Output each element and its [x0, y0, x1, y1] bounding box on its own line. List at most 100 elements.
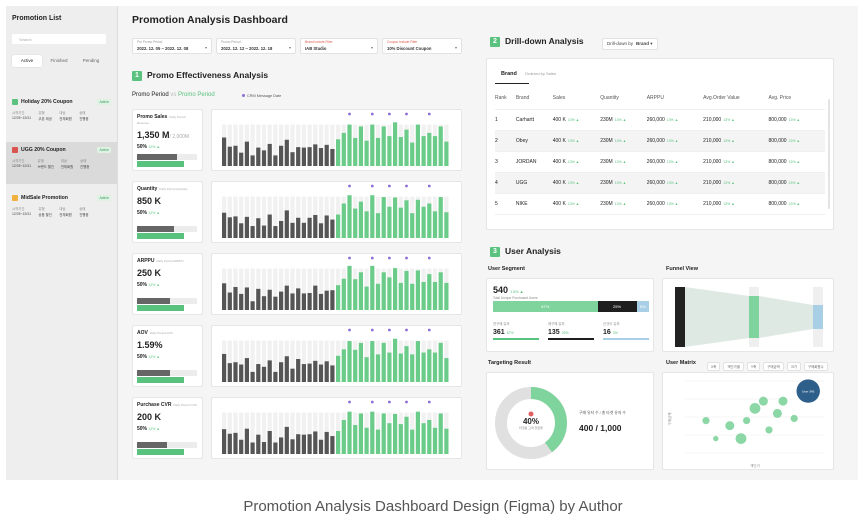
bar-bg [273, 124, 278, 166]
table-row[interactable]: 4 UGG 400 K 13% ▲ 230M 13% ▲ 260,000 13% ▲ 210,0… [495, 172, 825, 194]
matrix-bubble[interactable] [790, 414, 798, 423]
bar-bg [273, 196, 278, 238]
bar-bg [279, 196, 284, 238]
matrix-x-label: 객단가 [750, 463, 760, 468]
bar-chart-svg [222, 328, 449, 382]
bar-mark [341, 132, 346, 166]
table-cell: 800,000 13% ▲ [768, 109, 825, 131]
matrix-filter[interactable]: 객단가별 [723, 362, 744, 371]
bar-mark [341, 203, 346, 238]
matrix-bubble[interactable] [778, 396, 788, 406]
matrix-filter[interactable]: 구매회원수 [804, 362, 828, 371]
bar-mark [267, 431, 272, 454]
matrix-bubble[interactable] [765, 426, 773, 434]
bar-bg [279, 268, 284, 310]
table-scrollbar[interactable] [828, 99, 830, 209]
period-toggle[interactable]: Promo Period vs Promo Period [132, 92, 215, 98]
bar-mark [284, 210, 289, 238]
bar-mark [244, 358, 249, 382]
bar-bg [227, 124, 232, 166]
bar-mark [415, 411, 420, 454]
matrix-bubble[interactable] [735, 433, 747, 444]
crm-marker [370, 184, 374, 188]
metric-bar-chart [211, 253, 462, 315]
metric-cur-bar [137, 377, 184, 383]
table-order-note: Ordered by Sales [524, 71, 557, 76]
matrix-filter[interactable]: Y축 [746, 362, 761, 371]
bar-bg [290, 124, 295, 166]
bar-bg [261, 196, 267, 238]
promotion-item[interactable]: UGG 20% Coupon Active 시작기간 유형 대상 상태 12/25~12/3… [6, 142, 117, 184]
crm-marker [427, 400, 431, 404]
promotion-item[interactable]: MidSale Promotion Active 시작기간 유형 대상 상태 12/25~1… [6, 190, 117, 232]
bar-bg [307, 340, 312, 382]
cell-delta: 13% ▲ [614, 160, 627, 164]
table-row[interactable]: 5 NIKE 400 K 13% ▲ 230M 13% ▲ 260,000 13% ▲ 210,… [495, 193, 825, 215]
segment-stat-line [603, 338, 649, 340]
drilldown-select[interactable]: Drill-down by Brand ▾ [602, 38, 658, 50]
cell-value: 260,000 [646, 201, 665, 207]
filter-promo-period[interactable]: Promo Period 2022. 12. 12 ~ 2022. 12. 18… [216, 38, 296, 54]
table-row[interactable]: 3 JORDAN 400 K 13% ▲ 230M 13% ▲ 260,000 13% ▲ 21… [495, 151, 825, 173]
crm-marker [370, 400, 374, 404]
matrix-filter[interactable]: 구매금액 [763, 362, 784, 371]
cell-value: 230M [600, 159, 613, 165]
promotion-meta-cell: 시작기간 [12, 207, 25, 211]
bar-mark [427, 203, 432, 238]
bar-bg [250, 124, 255, 166]
status-badge: Active [97, 195, 111, 201]
promotion-meta-cell: 브랜드 할인 [37, 165, 55, 169]
matrix-bubble[interactable] [725, 421, 735, 431]
filter-brand-include[interactable]: Brand Include Filter IAB Studio ▾ [300, 38, 378, 54]
bar-bg [239, 412, 244, 454]
matrix-filter[interactable]: 크기 [786, 362, 801, 371]
matrix-bubble[interactable] [702, 417, 710, 425]
cell-value: 400 K [552, 138, 566, 144]
search-input[interactable]: Search [12, 34, 106, 44]
matrix-bubble[interactable] [713, 435, 719, 442]
matrix-bubble[interactable] [796, 379, 820, 403]
bar-mark [324, 431, 329, 454]
bar-bg [279, 412, 284, 454]
filter-coupon-include[interactable]: Coupon Include Filter 10% Discount Coupo… [382, 38, 462, 54]
bar-mark [290, 152, 295, 166]
segment-stat: 신규이 유저 16 3% [603, 321, 649, 340]
bar-mark [261, 366, 267, 382]
bar-bg [239, 268, 244, 310]
matrix-bubble[interactable] [743, 417, 751, 425]
table-cell: 230M 13% ▲ [600, 193, 647, 215]
bar-mark [415, 124, 420, 166]
bar-mark [375, 213, 381, 238]
bar-bg [239, 124, 244, 166]
promotion-head: MidSale Promotion Active [12, 195, 111, 201]
bar-mark [415, 199, 420, 238]
matrix-bubble[interactable] [758, 396, 768, 406]
segment-stat-number: 16 [603, 329, 611, 336]
tab-active[interactable]: Active [12, 55, 42, 67]
promotion-item[interactable]: Holiday 20% Coupon Active 시작기간 유형 대상 상태 12/25~… [6, 94, 117, 136]
crm-marker [427, 112, 431, 116]
filter-pre-promo-period[interactable]: Pre Promo Period 2022. 12. 05 ~ 2022. 12… [132, 38, 212, 54]
bar-mark [341, 419, 346, 454]
status-badge: Active [97, 147, 111, 153]
table-row[interactable]: 1 Carhartt 400 K 13% ▲ 230M 13% ▲ 260,000 13% ▲… [495, 109, 825, 131]
tab-pending[interactable]: Pending [82, 58, 100, 63]
bar-mark [227, 146, 232, 166]
metric-value: 1.59% [137, 340, 198, 350]
tab-finished[interactable]: Finished [50, 58, 68, 63]
promotion-meta-cell: 쿠폰 제공 [38, 117, 52, 121]
bar-mark [432, 352, 438, 382]
matrix-bubble[interactable] [749, 402, 761, 414]
tab-brand[interactable]: Brand [501, 71, 517, 77]
matrix-filter[interactable]: X축 [707, 362, 721, 371]
matrix-bubble[interactable] [772, 408, 782, 418]
metric-value-text: 1.59% [137, 340, 163, 350]
bar-mark [301, 222, 306, 238]
main-area: Promotion Analysis Dashboard Pre Promo P… [122, 6, 858, 480]
bar-mark [410, 213, 415, 238]
table-row[interactable]: 2 Obey 400 K 13% ▲ 230M 13% ▲ 260,000 13% ▲ 210,… [495, 130, 825, 152]
bar-mark [296, 434, 301, 454]
cell-delta: 13% ▲ [614, 181, 627, 185]
bar-mark [336, 285, 341, 310]
section-title-text: Promo Effectiveness Analysis [147, 70, 269, 80]
